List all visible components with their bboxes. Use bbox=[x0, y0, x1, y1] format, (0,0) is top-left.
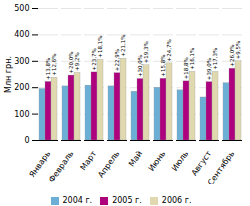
svg-text:+19,3%: +19,3% bbox=[143, 41, 149, 63]
svg-text:+18,8%: +18,8% bbox=[183, 57, 190, 80]
svg-text:200: 200 bbox=[14, 83, 29, 92]
svg-text:Февраль: Февраль bbox=[47, 149, 75, 184]
svg-text:+26,0%: +26,0% bbox=[229, 44, 236, 67]
svg-text:+16,1%: +16,1% bbox=[189, 48, 195, 70]
svg-text:Апрель: Апрель bbox=[96, 149, 121, 179]
svg-text:Май: Май bbox=[127, 149, 144, 168]
svg-text:+20,0%: +20,0% bbox=[68, 51, 75, 74]
svg-text:100: 100 bbox=[14, 110, 29, 119]
svg-text:400: 400 bbox=[14, 30, 29, 39]
html-text:2006 г.: 2006 г. bbox=[161, 196, 192, 205]
html-text:2004 г.: 2004 г. bbox=[62, 196, 93, 205]
svg-text:Март: Март bbox=[79, 149, 99, 172]
svg-text:+12,6%: +12,6% bbox=[51, 54, 57, 76]
svg-text:300: 300 bbox=[14, 57, 29, 66]
svg-text:Июль: Июль bbox=[170, 149, 190, 173]
svg-text:+23,7%: +23,7% bbox=[91, 48, 98, 71]
svg-text:+22,9%: +22,9% bbox=[114, 49, 121, 72]
svg-text:+13,8%: +13,8% bbox=[45, 57, 52, 80]
html-text:2005 г.: 2005 г. bbox=[112, 196, 142, 205]
svg-text:+18,1%: +18,1% bbox=[97, 36, 103, 58]
svg-text:Сентябрь: Сентябрь bbox=[206, 149, 236, 184]
svg-text:+17,3%: +17,3% bbox=[212, 48, 218, 70]
svg-text:Январь: Январь bbox=[28, 149, 53, 179]
svg-text:+9,2%: +9,2% bbox=[74, 52, 80, 71]
svg-text:Август: Август bbox=[190, 149, 214, 178]
svg-text:Млн грн.: Млн грн. bbox=[4, 56, 13, 93]
svg-text:0: 0 bbox=[24, 136, 29, 145]
svg-text:Июнь: Июнь bbox=[147, 149, 168, 173]
svg-text:+39,0%: +39,0% bbox=[206, 58, 213, 81]
svg-text:+24,7%: +24,7% bbox=[166, 39, 172, 61]
svg-text:+15,8%: +15,8% bbox=[160, 54, 167, 77]
svg-text:+9,5%: +9,5% bbox=[235, 41, 241, 60]
svg-text:500: 500 bbox=[14, 4, 29, 13]
svg-text:+30,0%: +30,0% bbox=[137, 54, 144, 77]
svg-text:+21,1%: +21,1% bbox=[120, 35, 126, 57]
